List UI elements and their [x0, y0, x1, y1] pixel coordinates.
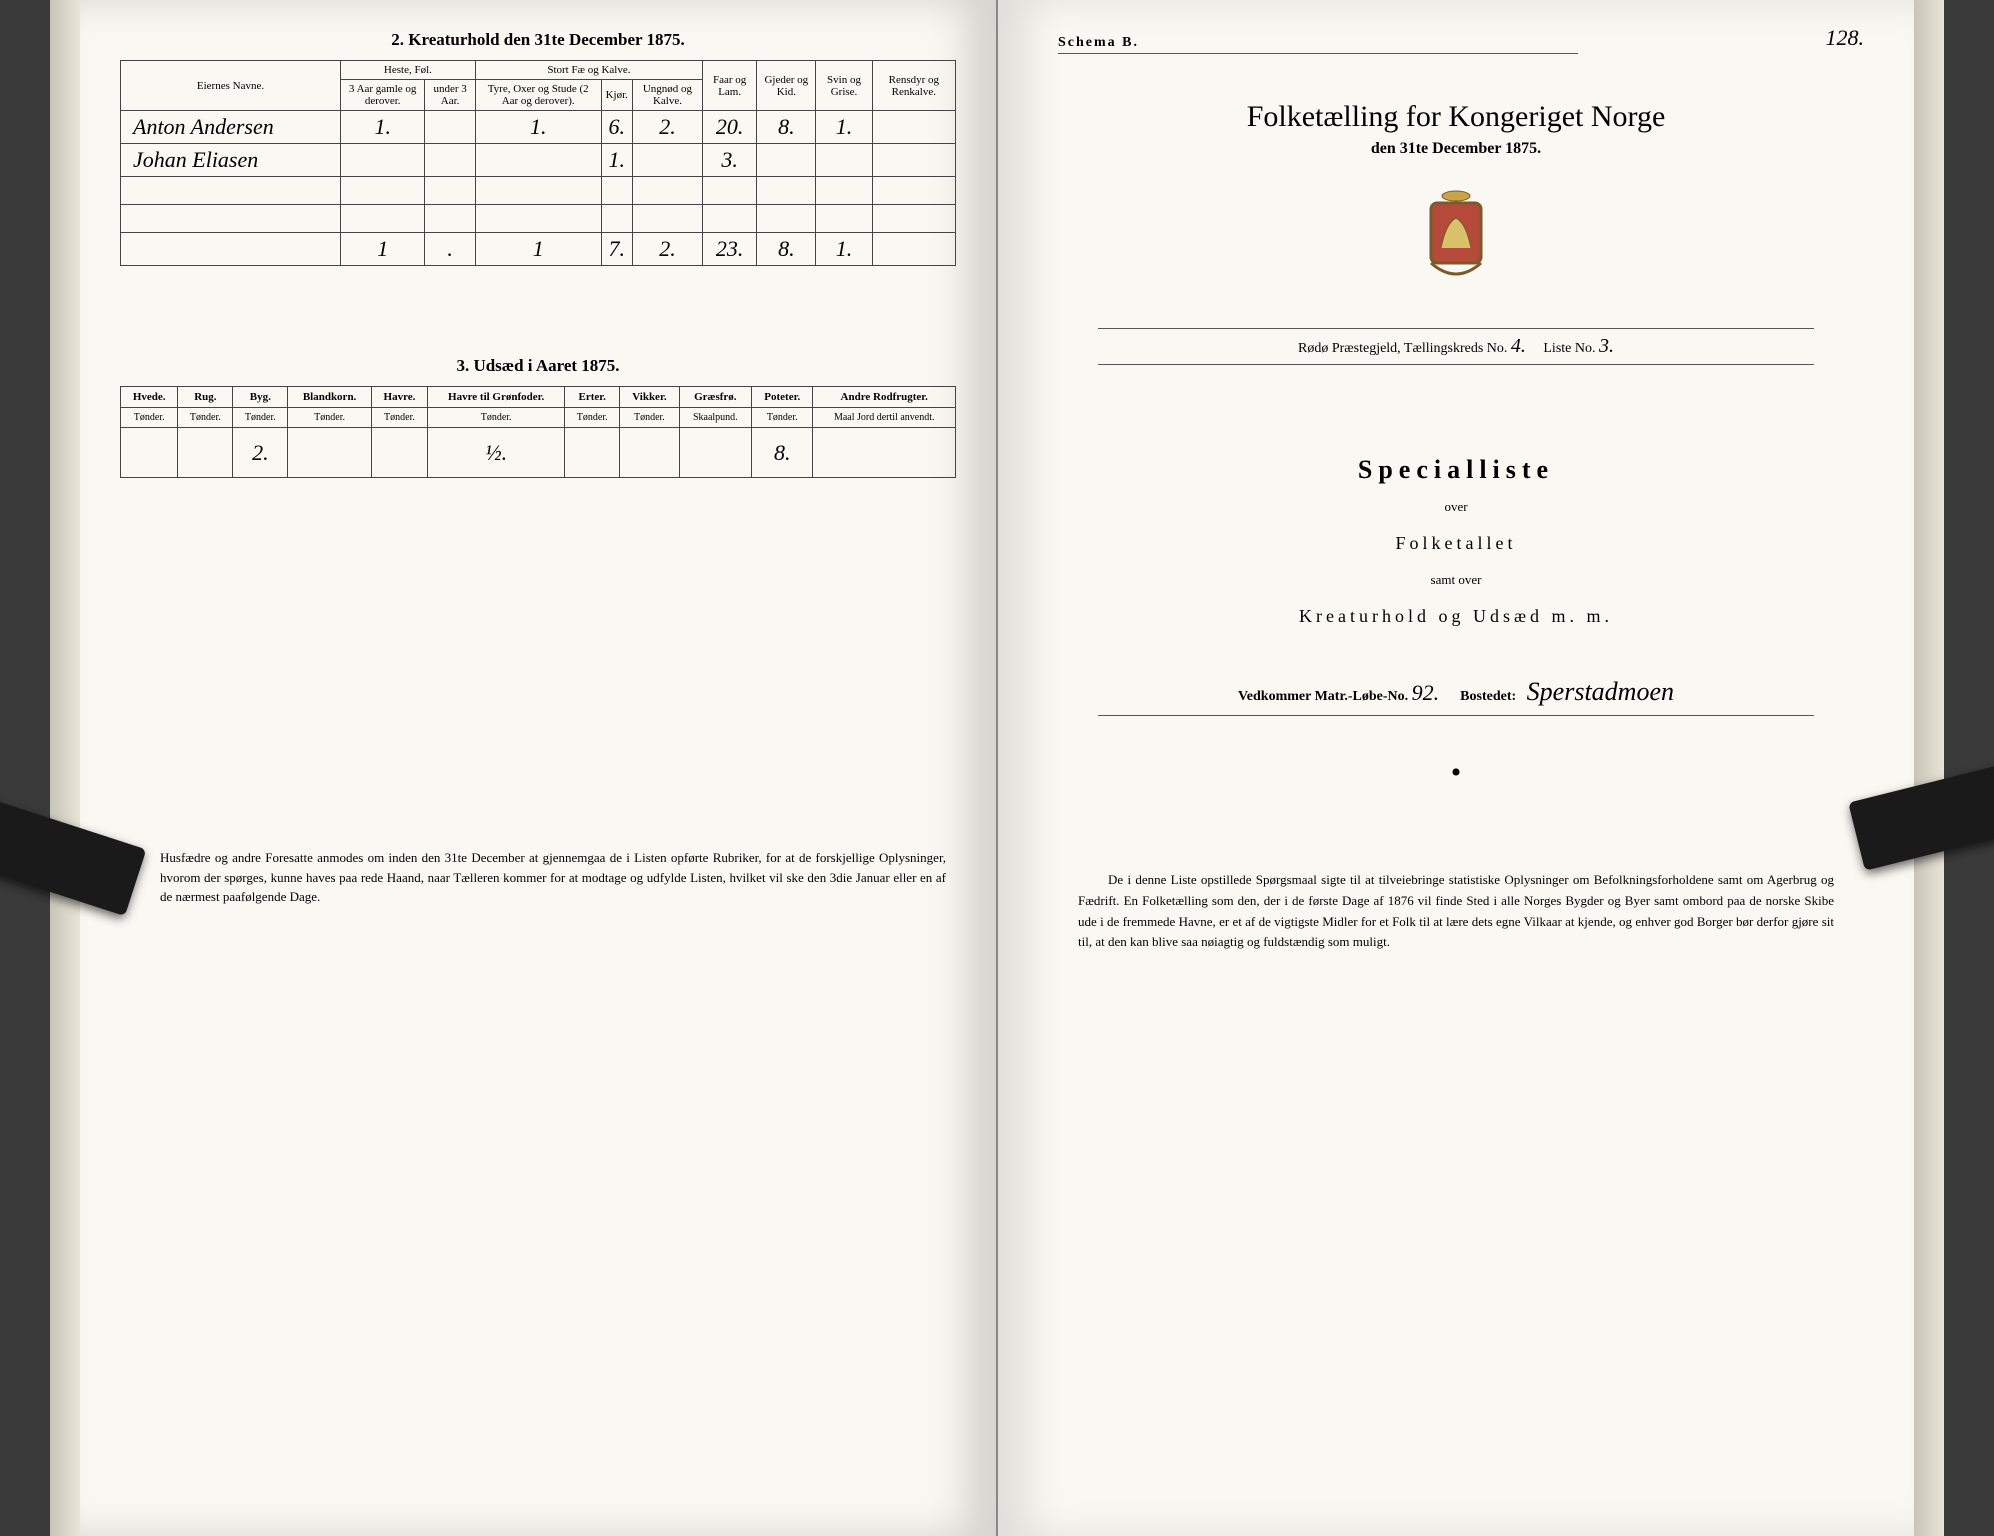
- seed-value: [565, 428, 620, 478]
- folketallet-label: Folketallet: [1038, 533, 1874, 554]
- seed-value: [679, 428, 751, 478]
- seed-value: [813, 428, 956, 478]
- seed-col-top: Blandkorn.: [288, 387, 371, 408]
- tot-goat: 8.: [757, 233, 816, 266]
- seed-value: [178, 428, 233, 478]
- sub-h2: under 3 Aar.: [425, 80, 475, 111]
- seed-col-unit: Tønder.: [620, 408, 679, 428]
- col-pig: Svin og Grise.: [816, 61, 872, 111]
- table-row: [121, 205, 956, 233]
- seed-col-top: Andre Rodfrugter.: [813, 387, 956, 408]
- tot-c1: 1: [475, 233, 601, 266]
- seed-value: [371, 428, 427, 478]
- seed-table: Hvede.Rug.Byg.Blandkorn.Havre.Havre til …: [120, 386, 956, 478]
- table-row: Anton Andersen1.1.6.2.20.8.1.: [121, 111, 956, 144]
- specialliste-heading: Specialliste: [1038, 455, 1874, 485]
- sub-h1: 3 Aar gamle og derover.: [341, 80, 425, 111]
- meta-line: Rødø Præstegjeld, Tællingskreds No. 4. L…: [1098, 328, 1814, 365]
- seed-col-unit: Tønder.: [288, 408, 371, 428]
- seed-col-top: Erter.: [565, 387, 620, 408]
- ornament-dot-icon: •: [1038, 756, 1874, 790]
- totals-row: 1 . 1 7. 2. 23. 8. 1.: [121, 233, 956, 266]
- kreaturhold-table: Eiernes Navne. Heste, Føl. Stort Fæ og K…: [120, 60, 956, 266]
- meta-prefix: Rødø Præstegjeld, Tællingskreds No.: [1298, 341, 1507, 356]
- footnote-text: Husfædre og andre Foresatte anmodes om i…: [160, 850, 946, 904]
- seed-col-top: Byg.: [233, 387, 288, 408]
- over-label: over: [1038, 499, 1874, 515]
- body-paragraph: De i denne Liste opstillede Spørgsmaal s…: [1078, 870, 1834, 953]
- col-goat: Gjeder og Kid.: [757, 61, 816, 111]
- page-left: 2. Kreaturhold den 31te December 1875. E…: [80, 0, 998, 1536]
- tot-h2: .: [425, 233, 475, 266]
- grp-cattle: Stort Fæ og Kalve.: [475, 61, 702, 80]
- seed-col-top: Vikker.: [620, 387, 679, 408]
- tot-h1: 1: [341, 233, 425, 266]
- tot-sheep: 23.: [703, 233, 757, 266]
- sub-c2: Kjør.: [601, 80, 632, 111]
- seed-data-row: 2. ½. 8.: [121, 428, 956, 478]
- samt-label: samt over: [1038, 572, 1874, 588]
- seed-col-unit: Tønder.: [752, 408, 813, 428]
- meta-liste-label: Liste No.: [1543, 341, 1595, 356]
- seed-col-unit: Tønder.: [371, 408, 427, 428]
- seed-value: 8.: [752, 428, 813, 478]
- seed-value: ½.: [428, 428, 565, 478]
- section2-title: 2. Kreaturhold den 31te December 1875.: [120, 30, 956, 50]
- table-row: [121, 177, 956, 205]
- seed-value: 2.: [233, 428, 288, 478]
- col-sheep: Faar og Lam.: [703, 61, 757, 111]
- seed-col-unit: Maal Jord dertil anvendt.: [813, 408, 956, 428]
- vedkommer-no: 92.: [1412, 680, 1440, 705]
- owner-name: Anton Andersen: [121, 111, 341, 144]
- sub-c3: Ungnød og Kalve.: [632, 80, 702, 111]
- col-owner: Eiernes Navne.: [121, 61, 341, 111]
- spine-right: [1914, 0, 1944, 1536]
- page-number: 128.: [1826, 25, 1865, 51]
- page-right: Schema B. 128. Folketælling for Kongerig…: [998, 0, 1914, 1536]
- seed-col-top: Poteter.: [752, 387, 813, 408]
- owner-name: Johan Eliasen: [121, 144, 341, 177]
- seed-col-top: Græsfrø.: [679, 387, 751, 408]
- bosted-label: Bostedet:: [1460, 689, 1516, 704]
- kreatur-label: Kreaturhold og Udsæd m. m.: [1038, 606, 1874, 627]
- subtitle: den 31te December 1875.: [1038, 140, 1874, 158]
- schema-label: Schema B.: [1058, 35, 1578, 54]
- vedkommer-label: Vedkommer Matr.-Løbe-No.: [1238, 689, 1408, 704]
- tot-c3: 2.: [632, 233, 702, 266]
- seed-value: [288, 428, 371, 478]
- tot-pig: 1.: [816, 233, 872, 266]
- tot-c2: 7.: [601, 233, 632, 266]
- seed-col-unit: Tønder.: [121, 408, 178, 428]
- seed-value: [121, 428, 178, 478]
- seed-col-unit: Skaalpund.: [679, 408, 751, 428]
- seed-col-unit: Tønder.: [565, 408, 620, 428]
- col-rein: Rensdyr og Renkalve.: [872, 61, 955, 111]
- tot-rein: [872, 233, 955, 266]
- seed-col-top: Rug.: [178, 387, 233, 408]
- sub-c1: Tyre, Oxer og Stude (2 Aar og derover).: [475, 80, 601, 111]
- seed-col-top: Hvede.: [121, 387, 178, 408]
- seed-value: [620, 428, 679, 478]
- meta-liste: 3.: [1599, 335, 1614, 357]
- bosted-value: Sperstadmoen: [1527, 677, 1674, 706]
- seed-col-unit: Tønder.: [178, 408, 233, 428]
- main-title: Folketælling for Kongeriget Norge: [1038, 100, 1874, 134]
- vedkommer-line: Vedkommer Matr.-Løbe-No. 92. Bostedet: S…: [1098, 677, 1814, 716]
- seed-col-unit: Tønder.: [428, 408, 565, 428]
- seed-col-unit: Tønder.: [233, 408, 288, 428]
- table-row: Johan Eliasen1.3.: [121, 144, 956, 177]
- book-spread: 2. Kreaturhold den 31te December 1875. E…: [50, 0, 1944, 1536]
- section3-title: 3. Udsæd i Aaret 1875.: [120, 356, 956, 376]
- seed-col-top: Havre.: [371, 387, 427, 408]
- seed-col-top: Havre til Grønfoder.: [428, 387, 565, 408]
- grp-horse: Heste, Føl.: [341, 61, 476, 80]
- coat-of-arms-icon: [1038, 188, 1874, 288]
- footnote: ☞ Husfædre og andre Foresatte anmodes om…: [120, 848, 956, 907]
- spine-left: [50, 0, 80, 1536]
- meta-kreds: 4.: [1511, 335, 1526, 357]
